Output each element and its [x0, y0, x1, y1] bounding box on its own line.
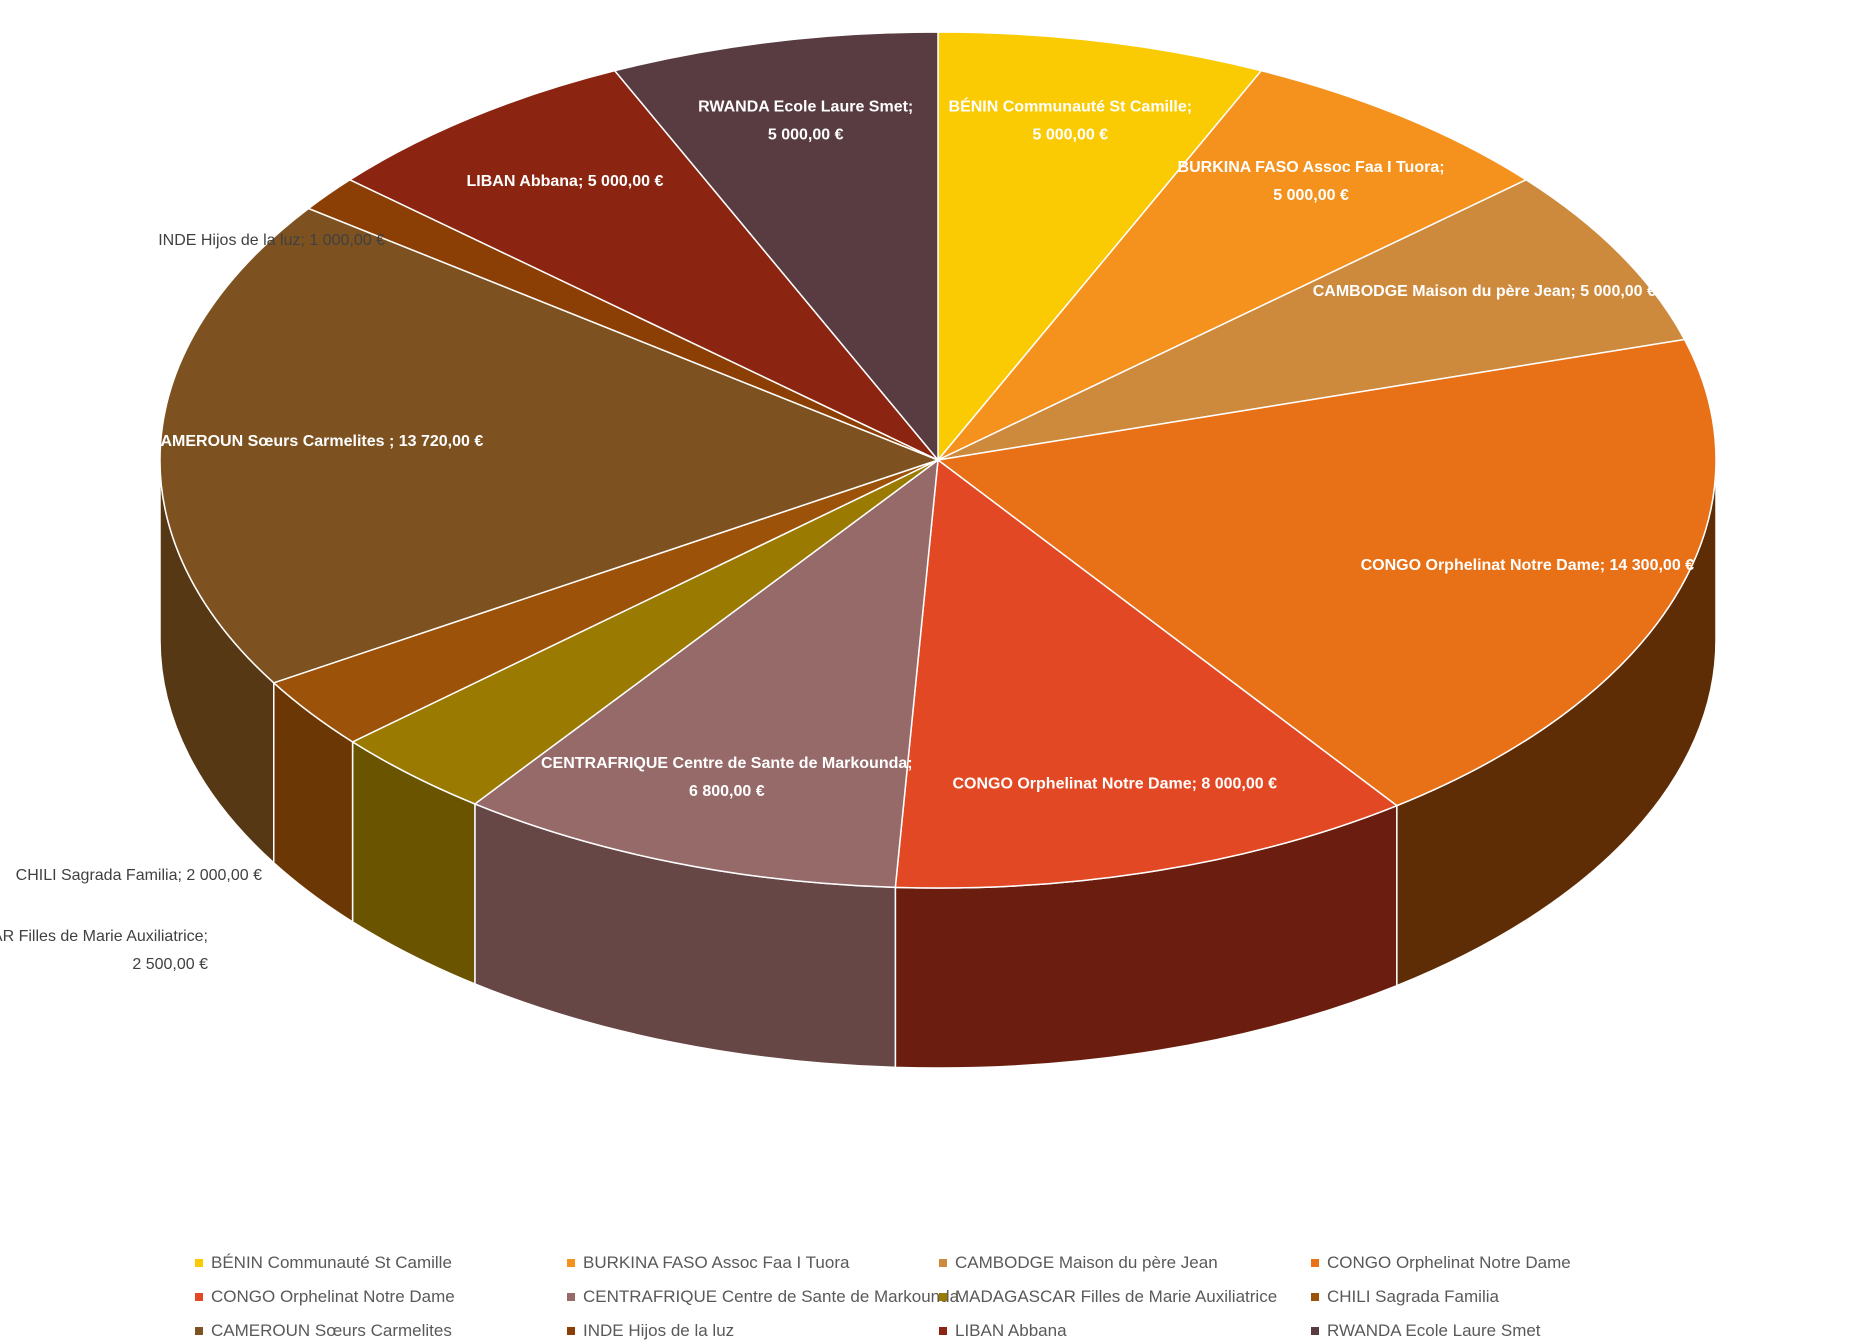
legend-item: CENTRAFRIQUE Centre de Sante de Markound… — [567, 1284, 959, 1310]
legend-label: CONGO Orphelinat Notre Dame — [211, 1287, 455, 1306]
legend-label: CENTRAFRIQUE Centre de Sante de Markound… — [583, 1287, 960, 1306]
data-label-6: CENTRAFRIQUE Centre de Sante de Markound… — [541, 755, 913, 800]
pie-top-slices — [159, 31, 1717, 889]
pie-slice-9 — [159, 207, 941, 684]
legend-swatch — [567, 1327, 575, 1335]
legend-item: CAMBODGE Maison du père Jean — [939, 1250, 1311, 1276]
legend-label: RWANDA Ecole Laure Smet — [1327, 1321, 1541, 1340]
legend-label: LIBAN Abbana — [955, 1321, 1067, 1340]
legend-label: CONGO Orphelinat Notre Dame — [1327, 1253, 1571, 1272]
legend-item: LIBAN Abbana — [939, 1318, 1311, 1344]
legend-item: CAMEROUN Sœurs Carmelites — [195, 1318, 567, 1344]
legend-label: CHILI Sagrada Familia — [1327, 1287, 1499, 1306]
data-label-10: INDE Hijos de la luz; 1 000,00 € — [158, 232, 385, 249]
pie-slice-2 — [937, 69, 1528, 461]
chart-legend: BÉNIN Communauté St Camille BURKINA FASO … — [195, 1250, 1655, 1344]
pie-slice-5 — [894, 458, 1399, 889]
legend-item: INDE Hijos de la luz — [567, 1318, 939, 1344]
legend-item: CONGO Orphelinat Notre Dame — [1311, 1250, 1655, 1276]
legend-item: BÉNIN Communauté St Camille — [195, 1250, 567, 1276]
legend-swatch — [1311, 1327, 1319, 1335]
legend-swatch — [567, 1259, 575, 1267]
legend-item: CONGO Orphelinat Notre Dame — [195, 1284, 567, 1310]
legend-label: CAMBODGE Maison du père Jean — [955, 1253, 1218, 1272]
pie-slice-1 — [937, 31, 1263, 463]
legend-label: BURKINA FASO Assoc Faa I Tuora — [583, 1253, 850, 1272]
data-label-3: CAMBODGE Maison du père Jean; 5 000,00 € — [1313, 283, 1656, 300]
legend-swatch — [195, 1327, 203, 1335]
legend-label: INDE Hijos de la luz — [583, 1321, 735, 1340]
pie-slice-12 — [613, 31, 939, 463]
pie-slice-3 — [937, 178, 1686, 461]
legend-swatch — [195, 1293, 203, 1301]
pie-data-labels: BÉNIN Communauté St Camille; 5 000,00 € BU… — [0, 96, 1694, 973]
data-label-7: MADAGASCAR Filles de Marie Auxiliatrice;… — [0, 928, 208, 973]
pie-slice-11 — [348, 69, 939, 461]
legend-swatch — [567, 1293, 575, 1301]
legend-item: BURKINA FASO Assoc Faa I Tuora — [567, 1250, 939, 1276]
data-label-5: CONGO Orphelinat Notre Dame; 8 000,00 € — [952, 775, 1277, 792]
data-label-9: CAMEROUN Sœurs Carmelites ; 13 720,00 € — [149, 433, 483, 450]
legend-label: BÉNIN Communauté St Camille — [211, 1253, 452, 1272]
legend-swatch — [939, 1327, 947, 1335]
data-label-2: BURKINA FASO Assoc Faa I Tuora; 5 000,00 … — [1178, 159, 1445, 204]
data-label-8: CHILI Sagrada Familia; 2 000,00 € — [16, 867, 262, 884]
pie-slice-4 — [936, 338, 1717, 807]
legend-item: CHILI Sagrada Familia — [1311, 1284, 1655, 1310]
legend-label: MADAGASCAR Filles de Marie Auxiliatrice — [955, 1287, 1278, 1306]
legend-label: CAMEROUN Sœurs Carmelites — [211, 1321, 452, 1340]
legend-swatch — [939, 1259, 947, 1267]
pie-slice-6 — [473, 458, 939, 889]
legend-item: MADAGASCAR Filles de Marie Auxiliatrice — [939, 1284, 1311, 1310]
data-label-4: CONGO Orphelinat Notre Dame; 14 300,00 € — [1361, 557, 1695, 574]
data-label-11: LIBAN Abbana; 5 000,00 € — [467, 173, 664, 190]
data-label-1: BÉNIN Communauté St Camille; 5 000,00 € — [949, 96, 1193, 143]
data-label-12: RWANDA Ecole Laure Smet; 5 000,00 € — [698, 98, 913, 143]
legend-swatch — [939, 1293, 947, 1301]
legend-swatch — [195, 1259, 203, 1267]
legend-item: RWANDA Ecole Laure Smet — [1311, 1318, 1655, 1344]
legend-swatch — [1311, 1293, 1319, 1301]
legend-swatch — [1311, 1259, 1319, 1267]
pie-chart: BÉNIN Communauté St Camille; 5 000,00 € BU… — [0, 31, 1717, 1069]
